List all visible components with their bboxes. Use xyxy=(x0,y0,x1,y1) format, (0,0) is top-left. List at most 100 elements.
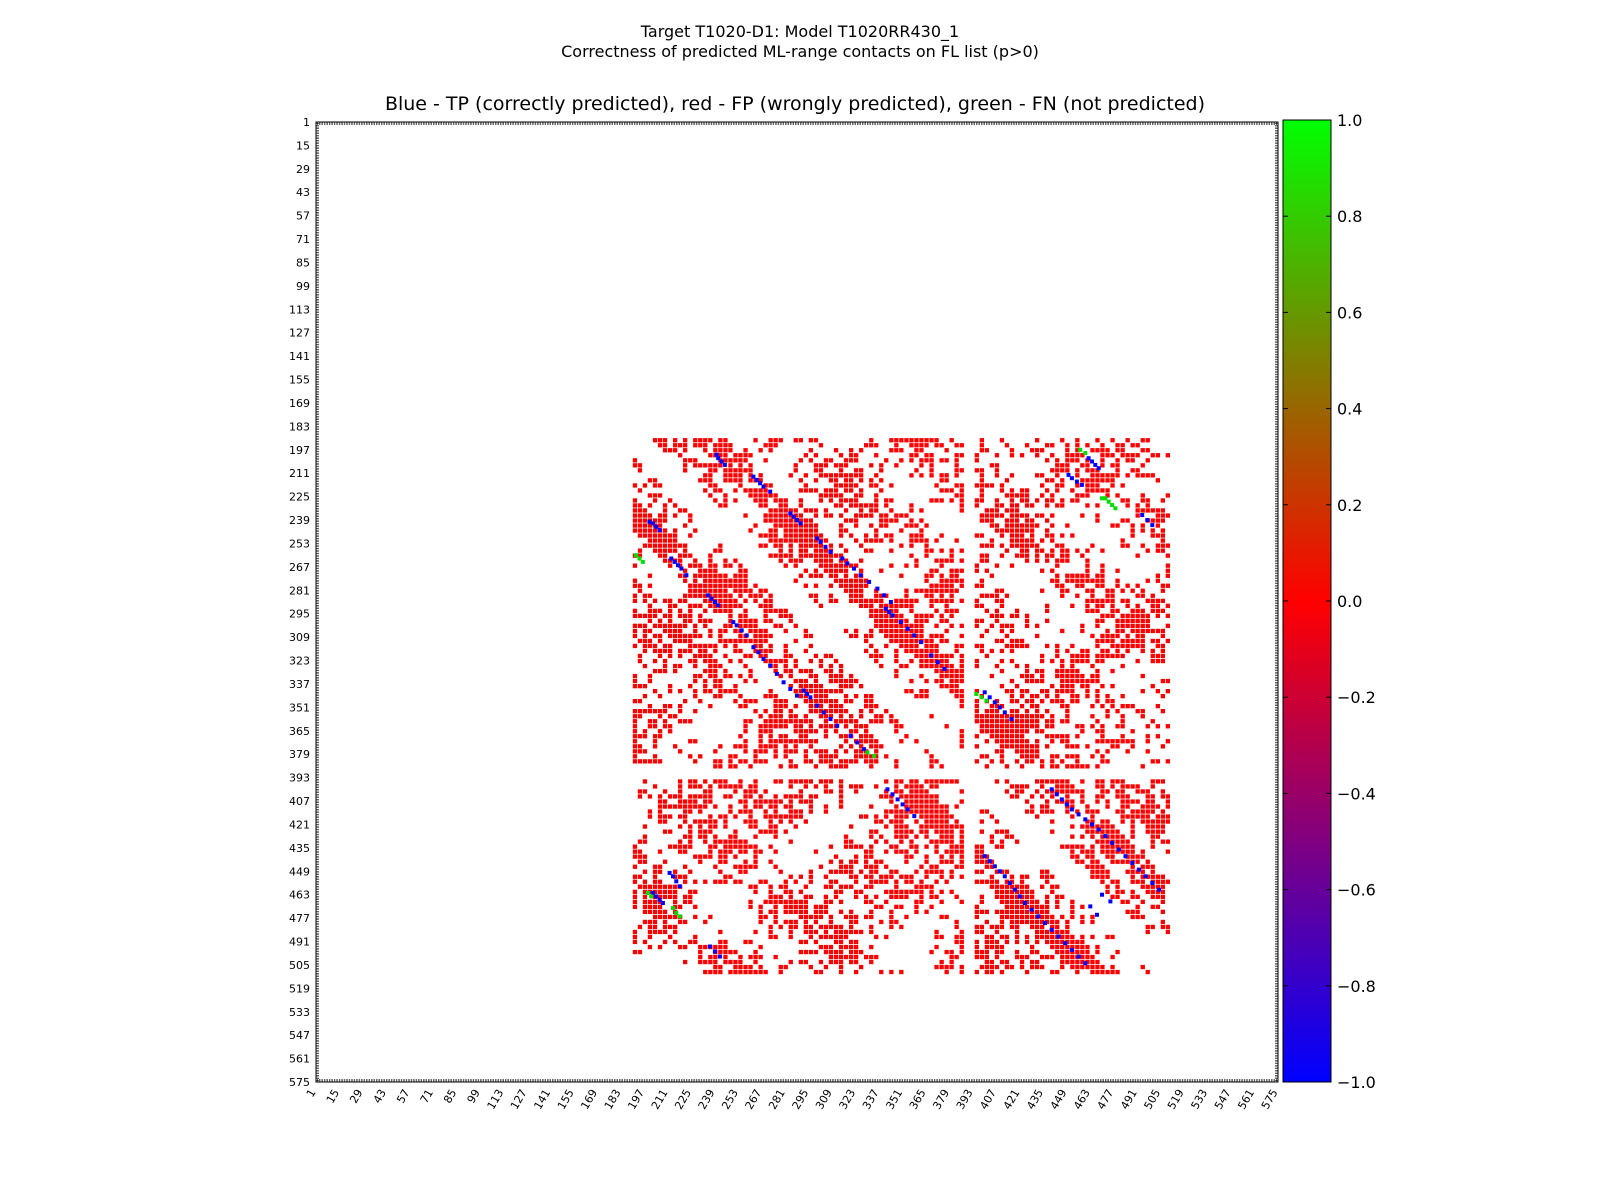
fp-cell xyxy=(1040,784,1045,789)
fp-cell xyxy=(788,894,793,899)
fp-cell xyxy=(889,538,894,543)
fp-cell xyxy=(1060,533,1065,538)
fp-cell xyxy=(954,849,959,854)
fp-cell xyxy=(783,739,788,744)
fp-cell xyxy=(683,699,688,704)
fp-cell xyxy=(1024,678,1030,684)
fp-cell xyxy=(939,498,944,503)
fp-cell xyxy=(949,668,954,674)
fp-cell xyxy=(1125,844,1130,849)
fp-cell xyxy=(798,543,803,548)
fp-cell xyxy=(919,794,924,799)
fn-contact xyxy=(1100,496,1104,501)
fp-cell xyxy=(808,528,813,533)
fp-cell xyxy=(688,939,693,945)
fp-cell xyxy=(1055,488,1060,493)
fp-cell xyxy=(748,864,753,869)
fp-cell xyxy=(1120,483,1125,488)
fp-cell xyxy=(632,744,638,749)
fp-cell xyxy=(979,954,984,960)
fp-cell xyxy=(668,543,673,548)
fp-cell xyxy=(768,603,773,608)
fp-cell xyxy=(713,668,718,674)
fp-cell xyxy=(924,643,929,649)
fp-cell xyxy=(698,829,703,834)
fp-cell xyxy=(803,929,808,935)
fp-cell xyxy=(803,689,808,694)
fp-cell xyxy=(1120,809,1125,814)
fp-cell xyxy=(849,929,854,935)
fp-cell xyxy=(773,528,778,533)
fp-cell xyxy=(808,518,813,523)
fp-cell xyxy=(1080,964,1085,970)
fp-cell xyxy=(854,729,859,734)
fp-cell xyxy=(869,834,874,839)
fp-cell xyxy=(1024,749,1030,754)
fp-cell xyxy=(662,884,668,889)
fp-cell xyxy=(984,764,989,769)
fp-cell xyxy=(703,689,708,694)
fp-cell xyxy=(668,548,673,553)
fp-cell xyxy=(1060,483,1065,488)
fp-cell xyxy=(974,879,979,884)
fp-cell xyxy=(818,704,824,709)
fp-cell xyxy=(934,824,939,829)
fp-cell xyxy=(773,834,778,839)
fp-cell xyxy=(874,754,879,759)
fp-cell xyxy=(1019,493,1025,498)
fp-cell xyxy=(693,563,698,568)
fp-cell xyxy=(642,909,648,914)
fp-cell xyxy=(773,909,778,914)
fp-cell xyxy=(748,488,753,493)
fp-cell xyxy=(1004,493,1010,498)
fp-cell xyxy=(1095,513,1100,518)
tp-contact xyxy=(674,879,679,884)
fp-cell xyxy=(773,809,778,814)
fp-cell xyxy=(1075,658,1080,664)
fp-cell xyxy=(698,438,703,443)
fp-cell xyxy=(838,578,844,583)
fp-cell xyxy=(723,453,728,458)
fp-cell xyxy=(959,503,964,508)
fp-cell xyxy=(718,764,723,769)
fp-cell xyxy=(808,924,813,930)
fp-cell xyxy=(909,889,914,894)
fp-cell xyxy=(652,724,658,729)
fp-cell xyxy=(723,779,728,784)
fp-cell xyxy=(673,663,678,669)
fp-cell xyxy=(673,448,678,453)
fp-cell xyxy=(838,673,844,679)
fp-cell xyxy=(708,453,713,458)
fp-cell xyxy=(864,638,869,644)
fp-cell xyxy=(678,944,683,950)
fp-cell xyxy=(959,653,964,659)
fp-cell xyxy=(693,709,698,714)
fp-cell xyxy=(743,844,748,849)
fp-cell xyxy=(1075,759,1080,764)
fp-cell xyxy=(974,603,979,608)
fp-cell xyxy=(688,739,693,744)
fp-cell xyxy=(828,663,834,669)
fp-cell xyxy=(723,498,728,503)
fp-cell xyxy=(673,924,678,930)
fp-cell xyxy=(718,694,723,699)
fp-cell xyxy=(1140,628,1145,634)
fp-cell xyxy=(798,689,803,694)
fp-cell xyxy=(703,879,708,884)
fp-cell xyxy=(979,719,984,724)
page-title-line-1: Target T1020-D1: Model T1020RR430_1 xyxy=(640,22,960,41)
fp-cell xyxy=(818,603,824,608)
fp-cell xyxy=(1080,673,1085,679)
fp-cell xyxy=(924,859,929,864)
fp-cell xyxy=(934,944,939,950)
fp-cell xyxy=(1100,598,1105,603)
fp-cell xyxy=(1024,663,1030,669)
fp-cell xyxy=(723,598,728,603)
tp-contact xyxy=(1123,854,1128,859)
fp-cell xyxy=(894,448,899,453)
fp-cell xyxy=(637,518,643,523)
fp-cell xyxy=(1100,869,1105,874)
fp-cell xyxy=(778,739,783,744)
fp-cell xyxy=(884,523,889,528)
fp-cell xyxy=(728,689,733,694)
